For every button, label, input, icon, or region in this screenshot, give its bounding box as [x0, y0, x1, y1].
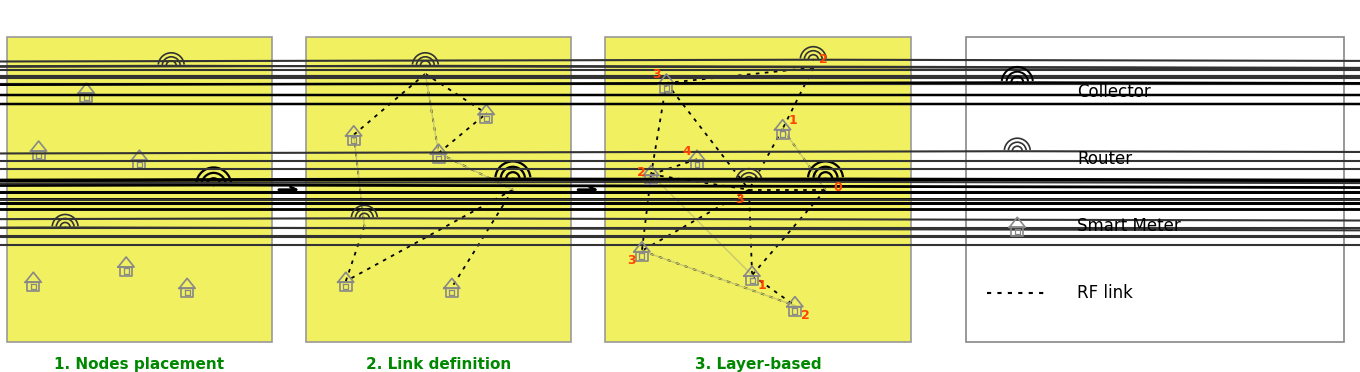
Text: Collector: Collector [1077, 83, 1151, 101]
Text: 3: 3 [651, 68, 661, 81]
Text: Router: Router [1077, 150, 1133, 168]
FancyBboxPatch shape [966, 37, 1344, 342]
FancyBboxPatch shape [7, 37, 272, 342]
Text: 0: 0 [834, 181, 842, 194]
Text: 2: 2 [636, 166, 646, 179]
Text: 1: 1 [758, 279, 767, 292]
Text: 3: 3 [627, 254, 636, 267]
Text: RF link: RF link [1077, 285, 1133, 302]
Text: 1. Nodes placement: 1. Nodes placement [54, 357, 224, 372]
Text: 2. Link definition: 2. Link definition [366, 357, 511, 372]
Text: 1: 1 [789, 114, 797, 127]
Text: Smart Meter: Smart Meter [1077, 217, 1180, 235]
FancyBboxPatch shape [605, 37, 911, 342]
Text: 3. Layer-based
Routing: 3. Layer-based Routing [695, 357, 821, 372]
Text: 2: 2 [819, 53, 828, 66]
FancyBboxPatch shape [306, 37, 571, 342]
Text: 3: 3 [734, 193, 744, 206]
Text: 4: 4 [683, 145, 691, 158]
Text: 2: 2 [801, 309, 809, 322]
